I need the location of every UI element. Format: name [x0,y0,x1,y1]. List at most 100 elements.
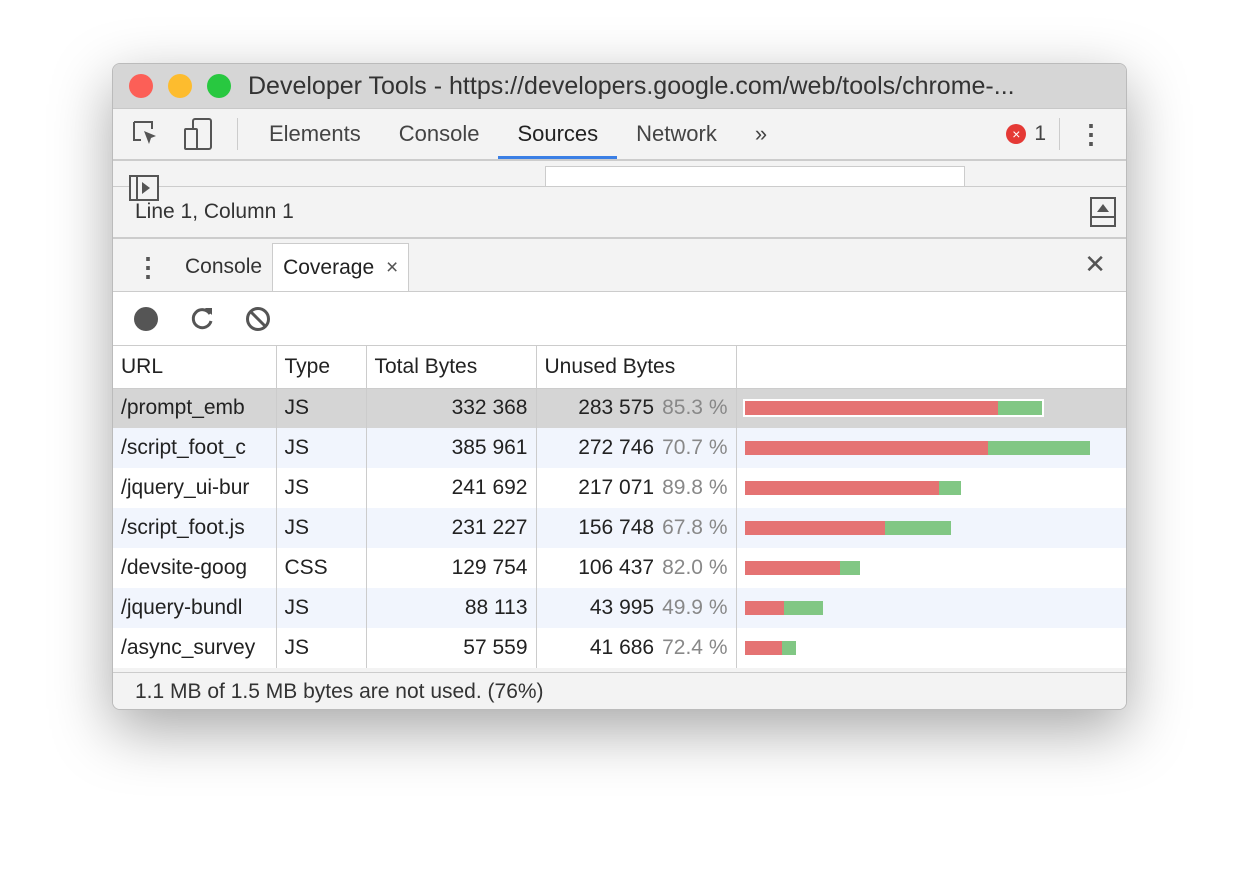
unused-segment [744,441,989,455]
usage-bar [744,641,796,655]
unused-percent: 70.7 % [662,436,728,459]
unused-bytes-value: 272 746 [578,436,655,459]
toggle-navigator-icon[interactable] [129,175,159,201]
used-segment [839,561,861,575]
unused-segment [744,561,840,575]
cell-total-bytes: 241 692 [366,468,537,508]
used-segment [783,601,824,615]
close-tab-icon[interactable]: × [385,256,399,279]
coverage-toolbar [113,292,1126,346]
table-row[interactable]: /devsite-goog CSS 129 754 106 437 82.0 % [113,548,1126,588]
cell-usage-bar [736,508,1126,548]
title-bar: Developer Tools - https://developers.goo… [113,64,1126,109]
table-row[interactable]: /jquery_ui-bur JS 241 692 217 071 89.8 % [113,468,1126,508]
sources-status-bar: Line 1, Column 1 [113,175,1126,239]
error-icon: × [1006,124,1027,144]
cell-unused-bytes: 41 686 72.4 % [536,628,737,668]
drawer-tab-console[interactable]: Console [185,255,263,278]
col-type[interactable]: Type [276,346,367,389]
cell-total-bytes: 57 559 [366,628,537,668]
cell-url: /prompt_emb [113,388,277,428]
unused-bytes-value: 106 437 [578,556,655,579]
cell-usage-bar [736,628,1126,668]
more-tabs-button[interactable]: » [754,121,768,146]
device-toggle-icon[interactable] [183,117,215,151]
unused-percent: 82.0 % [662,556,728,579]
error-counter[interactable]: × 1 [1006,122,1046,146]
tab-sources[interactable]: Sources [498,109,618,159]
col-bar[interactable] [736,346,1126,389]
usage-bar [744,601,824,615]
cell-unused-bytes: 217 071 89.8 % [536,468,737,508]
drawer-tab-coverage[interactable]: Coverage × [272,243,410,291]
used-segment [997,401,1042,416]
close-drawer-icon[interactable]: ✕ [1084,249,1106,279]
usage-bar [744,561,861,575]
usage-bar [744,521,952,535]
unused-bytes-value: 41 686 [589,636,655,659]
cell-total-bytes: 88 113 [366,588,537,628]
cell-url: /script_foot.js [113,508,277,548]
error-count: 1 [1034,122,1046,145]
cell-unused-bytes: 283 575 85.3 % [536,388,737,428]
cell-url: /jquery_ui-bur [113,468,277,508]
usage-bar [744,481,961,495]
sources-file-tabs [113,161,1126,187]
cell-url: /devsite-goog [113,548,277,588]
window-title: Developer Tools - https://developers.goo… [248,71,1015,100]
coverage-summary: 1.1 MB of 1.5 MB bytes are not used. (76… [113,672,1126,709]
tab-console[interactable]: Console [398,121,480,146]
table-row[interactable]: /script_foot.js JS 231 227 156 748 67.8 % [113,508,1126,548]
cell-type: JS [276,468,367,508]
table-row[interactable]: /prompt_emb JS 332 368 283 575 85.3 % [113,388,1126,428]
unused-segment [744,481,939,495]
menu-kebab-icon[interactable]: ⋮ [1078,118,1104,149]
close-window-button[interactable] [129,74,153,98]
unused-segment [744,401,998,416]
cell-unused-bytes: 156 748 67.8 % [536,508,737,548]
unused-segment [744,601,784,615]
cell-type: JS [276,428,367,468]
cursor-position: Line 1, Column 1 [135,200,294,223]
cell-url: /async_survey [113,628,277,668]
tab-network[interactable]: Network [636,121,717,146]
drawer-tab-coverage-label: Coverage [283,256,375,279]
used-segment [884,521,952,535]
cell-usage-bar [736,548,1126,588]
cell-usage-bar [736,428,1126,468]
cell-unused-bytes: 43 995 49.9 % [536,588,737,628]
unused-bytes-value: 43 995 [589,596,655,619]
cell-usage-bar [736,388,1126,428]
cell-total-bytes: 129 754 [366,548,537,588]
clear-icon[interactable] [245,306,271,332]
table-row[interactable]: /script_foot_c JS 385 961 272 746 70.7 % [113,428,1126,468]
table-row[interactable]: /jquery-bundl JS 88 113 43 995 49.9 % [113,588,1126,628]
cell-usage-bar [736,468,1126,508]
cell-unused-bytes: 106 437 82.0 % [536,548,737,588]
used-segment [988,441,1090,455]
toggle-drawer-icon[interactable] [1090,197,1116,227]
reload-icon[interactable] [189,306,215,332]
col-total-bytes[interactable]: Total Bytes [366,346,537,389]
maximize-window-button[interactable] [207,74,231,98]
cell-usage-bar [736,588,1126,628]
cell-url: /script_foot_c [113,428,277,468]
unused-percent: 49.9 % [662,596,728,619]
unused-segment [744,521,885,535]
file-tab[interactable] [545,166,965,186]
devtools-window: Developer Tools - https://developers.goo… [112,63,1127,710]
tab-elements[interactable]: Elements [269,121,361,146]
table-row[interactable]: /async_survey JS 57 559 41 686 72.4 % [113,628,1126,668]
inspect-element-icon[interactable] [131,119,161,149]
cell-type: CSS [276,548,367,588]
cell-total-bytes: 385 961 [366,428,537,468]
col-url[interactable]: URL [113,346,277,389]
record-icon[interactable] [133,306,159,332]
used-segment [938,481,961,495]
minimize-window-button[interactable] [168,74,192,98]
drawer-menu-icon[interactable]: ⋮ [135,252,161,282]
col-unused-bytes[interactable]: Unused Bytes [536,346,737,389]
cell-unused-bytes: 272 746 70.7 % [536,428,737,468]
main-toolbar: Elements Console Sources Network » × 1 ⋮ [113,109,1126,161]
coverage-table: URL Type Total Bytes Unused Bytes /promp… [113,346,1126,668]
